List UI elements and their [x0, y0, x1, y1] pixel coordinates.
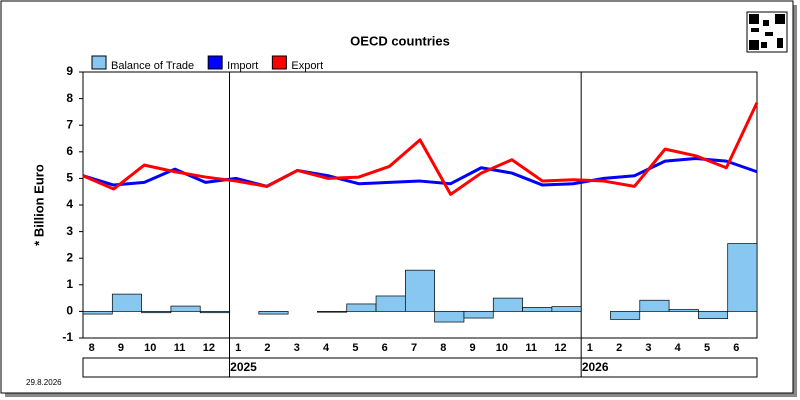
- x-tick-label: 8: [440, 342, 446, 354]
- bar: [551, 306, 582, 312]
- bar: [639, 299, 670, 312]
- bar: [258, 311, 289, 315]
- legend-swatch: [271, 55, 287, 70]
- year-label: 2025: [230, 360, 257, 374]
- bar: [404, 269, 436, 312]
- bar: [434, 311, 465, 323]
- bar: [668, 309, 699, 312]
- x-tick-label: 12: [554, 342, 566, 354]
- bar: [492, 297, 523, 312]
- y-tick-label: 8: [66, 91, 73, 105]
- legend-label: Balance of Trade: [111, 60, 194, 72]
- bar: [610, 311, 641, 320]
- y-tick-label: 0: [66, 304, 73, 318]
- x-tick-label: 12: [203, 342, 215, 354]
- x-tick-label: 10: [144, 342, 156, 354]
- x-tick-label: 9: [470, 342, 476, 354]
- bar: [170, 305, 201, 312]
- x-tick-label: 5: [704, 342, 710, 354]
- legend-label: Import: [227, 60, 258, 72]
- bar: [82, 311, 113, 315]
- x-tick-label: 11: [174, 342, 186, 354]
- bar: [111, 293, 142, 312]
- x-tick-label: 2: [264, 342, 270, 354]
- year-box: [82, 357, 758, 378]
- legend-swatch: [207, 55, 223, 70]
- bar: [199, 311, 230, 314]
- y-tick-label: 1: [66, 277, 73, 291]
- y-tick-label: 2: [66, 250, 73, 264]
- y-tick-label: 7: [66, 117, 73, 131]
- y-tick-label: 4: [66, 197, 73, 211]
- x-tick-label: 8: [89, 342, 95, 354]
- bar: [346, 303, 377, 312]
- bar: [141, 311, 172, 314]
- x-tick-label: 6: [382, 342, 388, 354]
- x-tick-label: 7: [411, 342, 417, 354]
- bar: [463, 311, 494, 319]
- chart-title: OECD countries: [350, 33, 450, 48]
- bar: [522, 307, 553, 312]
- qr-icon: [746, 11, 788, 53]
- y-tick-label: 5: [66, 171, 73, 185]
- year-label: 2026: [582, 360, 609, 374]
- x-tick-label: 4: [323, 342, 330, 354]
- y-tick-label: 3: [66, 224, 73, 238]
- x-tick-label: 10: [496, 342, 508, 354]
- legend-swatch: [91, 55, 107, 70]
- x-tick-label: 1: [587, 342, 593, 354]
- bar: [698, 311, 729, 319]
- x-tick-label: 2: [616, 342, 622, 354]
- bar: [375, 295, 406, 312]
- y-tick-label: 6: [66, 144, 73, 158]
- line: [82, 156, 758, 188]
- x-tick-label: 3: [645, 342, 651, 354]
- line: [82, 101, 759, 196]
- x-tick-label: 1: [235, 342, 241, 354]
- x-tick-label: 9: [118, 342, 124, 354]
- x-tick-label: 11: [525, 342, 537, 354]
- y-tick-label: 9: [66, 64, 73, 78]
- bar: [727, 243, 758, 312]
- x-tick-label: 5: [352, 342, 358, 354]
- bar: [317, 311, 348, 313]
- date-note: 29.8.2026: [26, 378, 62, 387]
- x-tick-label: 3: [294, 342, 300, 354]
- y-axis-label: * Billion Euro: [31, 164, 46, 246]
- x-tick-label: 4: [675, 342, 682, 354]
- x-tick-label: 6: [733, 342, 739, 354]
- y-tick-label: -1: [62, 330, 73, 344]
- legend-label: Export: [291, 60, 323, 72]
